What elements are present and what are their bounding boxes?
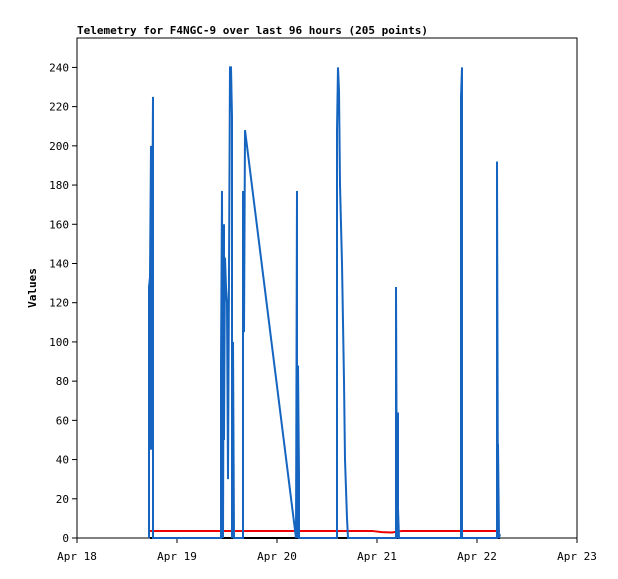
y-tick-label: 200	[49, 140, 69, 153]
y-tick-label: 140	[49, 257, 69, 270]
series-line	[150, 529, 500, 534]
y-tick-label: 0	[62, 532, 69, 545]
y-tick-label: 80	[56, 375, 69, 388]
chart-title: Telemetry for F4NGC-9 over last 96 hours…	[77, 24, 428, 37]
y-tick-label: 180	[49, 179, 69, 192]
y-tick-label: 100	[49, 336, 69, 349]
x-tick-label: Apr 22	[457, 550, 497, 563]
y-tick-label: 20	[56, 493, 69, 506]
y-tick-label: 160	[49, 218, 69, 231]
x-tick-label: Apr 21	[357, 550, 397, 563]
x-tick-label: Apr 23	[557, 550, 597, 563]
y-tick-label: 120	[49, 297, 69, 310]
series-line	[148, 66, 501, 539]
x-tick-label: Apr 18	[57, 550, 97, 563]
x-tick-label: Apr 19	[157, 550, 197, 563]
y-tick-label: 60	[56, 414, 69, 427]
y-axis-label: Values	[26, 268, 39, 308]
x-tick-label: Apr 20	[257, 550, 297, 563]
y-tick-label: 220	[49, 101, 69, 114]
y-tick-label: 240	[49, 61, 69, 74]
y-tick-label: 40	[56, 454, 69, 467]
